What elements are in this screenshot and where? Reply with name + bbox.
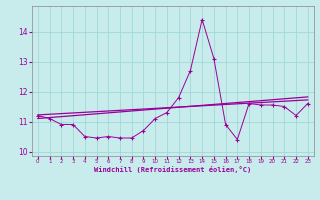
X-axis label: Windchill (Refroidissement éolien,°C): Windchill (Refroidissement éolien,°C): [94, 166, 252, 173]
